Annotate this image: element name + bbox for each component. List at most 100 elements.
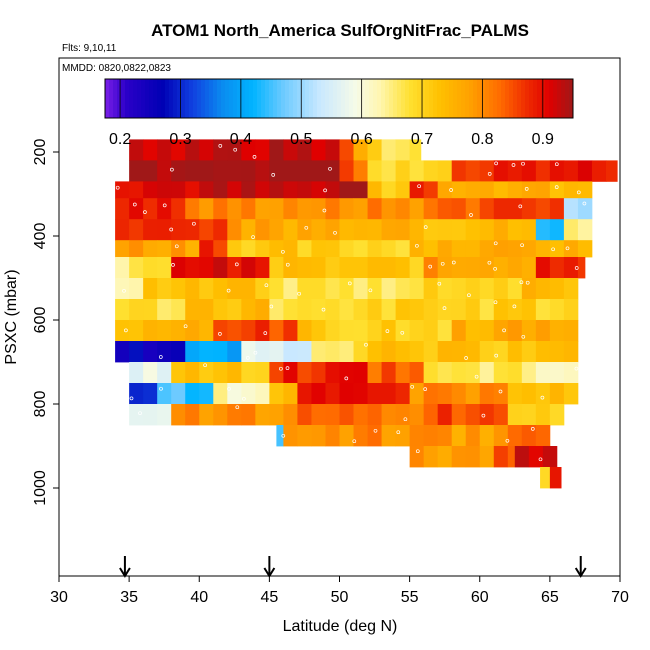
sample-marker	[449, 188, 453, 192]
heatmap-cell	[325, 219, 340, 241]
heatmap-cell	[507, 278, 523, 300]
colorbar-swatch	[313, 79, 318, 118]
colorbar-swatch	[481, 79, 486, 118]
heatmap-cell	[185, 198, 200, 220]
heatmap-cell	[395, 383, 411, 405]
heatmap-cell	[241, 278, 256, 300]
heatmap-cell	[549, 299, 565, 321]
colorbar-swatch	[237, 79, 242, 118]
colorbar-swatch	[357, 79, 362, 118]
colorbar-swatch	[385, 79, 390, 118]
heatmap-cell	[549, 362, 565, 384]
colorbar-swatch	[145, 79, 150, 118]
heatmap-cell	[311, 278, 326, 300]
sample-marker	[124, 328, 128, 333]
heatmap-cell	[339, 383, 354, 405]
heatmap-cell	[479, 383, 495, 405]
heatmap-cell	[185, 257, 200, 279]
heatmap-cell	[493, 425, 509, 447]
heatmap-cell	[255, 160, 270, 182]
heatmap-cell	[535, 181, 551, 199]
heatmap-cell	[367, 299, 382, 321]
heatmap-cell	[451, 181, 467, 199]
colorbar-swatch	[405, 79, 410, 118]
heatmap-cell	[423, 278, 439, 300]
colorbar-swatch	[221, 79, 226, 118]
heatmap-cell	[297, 362, 312, 384]
heatmap-cell	[241, 198, 256, 220]
heatmap-cell	[297, 219, 312, 241]
sample-marker	[415, 243, 419, 248]
heatmap-cell	[227, 341, 242, 363]
heatmap-cell	[423, 198, 439, 220]
heatmap-cell	[129, 299, 144, 321]
heatmap-cell	[283, 404, 298, 426]
heatmap-cell	[577, 219, 593, 241]
heatmap-cell	[129, 383, 144, 405]
colorbar-tick-label: 0.5	[290, 131, 312, 148]
heatmap-cell	[269, 198, 284, 220]
heatmap-cell	[269, 219, 284, 241]
heatmap-cell	[437, 219, 453, 241]
colorbar-swatch	[461, 79, 466, 118]
heatmap-cell	[353, 299, 368, 321]
heatmap-cell	[199, 181, 214, 199]
heatmap-cell	[437, 278, 453, 300]
sample-marker	[481, 413, 486, 418]
sample-marker	[171, 263, 175, 267]
heatmap-cell	[381, 219, 396, 241]
heatmap-cell	[535, 362, 551, 384]
heatmap-cell	[227, 299, 242, 321]
heatmap-cell	[535, 219, 551, 241]
heatmap-cell	[115, 198, 130, 220]
colorbar-swatch	[413, 79, 418, 118]
colorbar-swatch	[201, 79, 206, 118]
colorbar-swatch	[121, 79, 126, 118]
heatmap-cell	[213, 299, 228, 321]
heatmap-cell	[171, 278, 186, 300]
heatmap-cell	[437, 240, 453, 258]
heatmap-cell	[199, 362, 214, 384]
heatmap-cell	[157, 341, 172, 363]
heatmap-cell	[311, 160, 326, 182]
colorbar-swatch	[421, 79, 426, 118]
heatmap-cell	[437, 362, 453, 384]
heatmap-cell	[115, 257, 130, 279]
heatmap-cell	[423, 160, 439, 182]
heatmap-cell	[535, 404, 551, 426]
heatmap-cell	[269, 139, 284, 161]
heatmap-cell	[241, 181, 256, 199]
heatmap-cell	[507, 383, 523, 405]
colorbar-swatch	[545, 79, 550, 118]
colorbar-swatch	[549, 79, 554, 118]
heatmap-cell	[409, 404, 425, 426]
heatmap-cell	[283, 362, 298, 384]
sample-marker	[502, 328, 506, 333]
heatmap-cell	[409, 257, 425, 279]
heatmap-cell	[451, 425, 467, 447]
sample-marker	[285, 366, 290, 370]
heatmap-cell	[353, 383, 368, 405]
sample-marker	[132, 202, 137, 207]
heatmap-cell	[325, 278, 340, 300]
colorbar-swatch	[329, 79, 334, 118]
heatmap-cell	[325, 299, 340, 321]
heatmap-cell	[199, 404, 214, 426]
colorbar-swatch	[485, 79, 490, 118]
heatmap-cell	[353, 198, 368, 220]
heatmap-cell	[465, 341, 481, 363]
sample-marker	[129, 396, 134, 401]
heatmap-cell	[381, 160, 396, 182]
heatmap-cell	[451, 446, 467, 468]
heatmap-cell	[451, 341, 467, 363]
heatmap-cell	[269, 383, 284, 405]
heatmap-cell	[171, 181, 186, 199]
colorbar-swatch	[341, 79, 346, 118]
heatmap-cell	[185, 341, 200, 363]
sample-marker	[520, 243, 524, 248]
heatmap-cell	[437, 341, 453, 363]
heatmap-cell	[353, 139, 368, 161]
heatmap-cell	[353, 341, 368, 363]
sample-marker	[467, 293, 471, 298]
heatmap-cell	[423, 446, 439, 468]
